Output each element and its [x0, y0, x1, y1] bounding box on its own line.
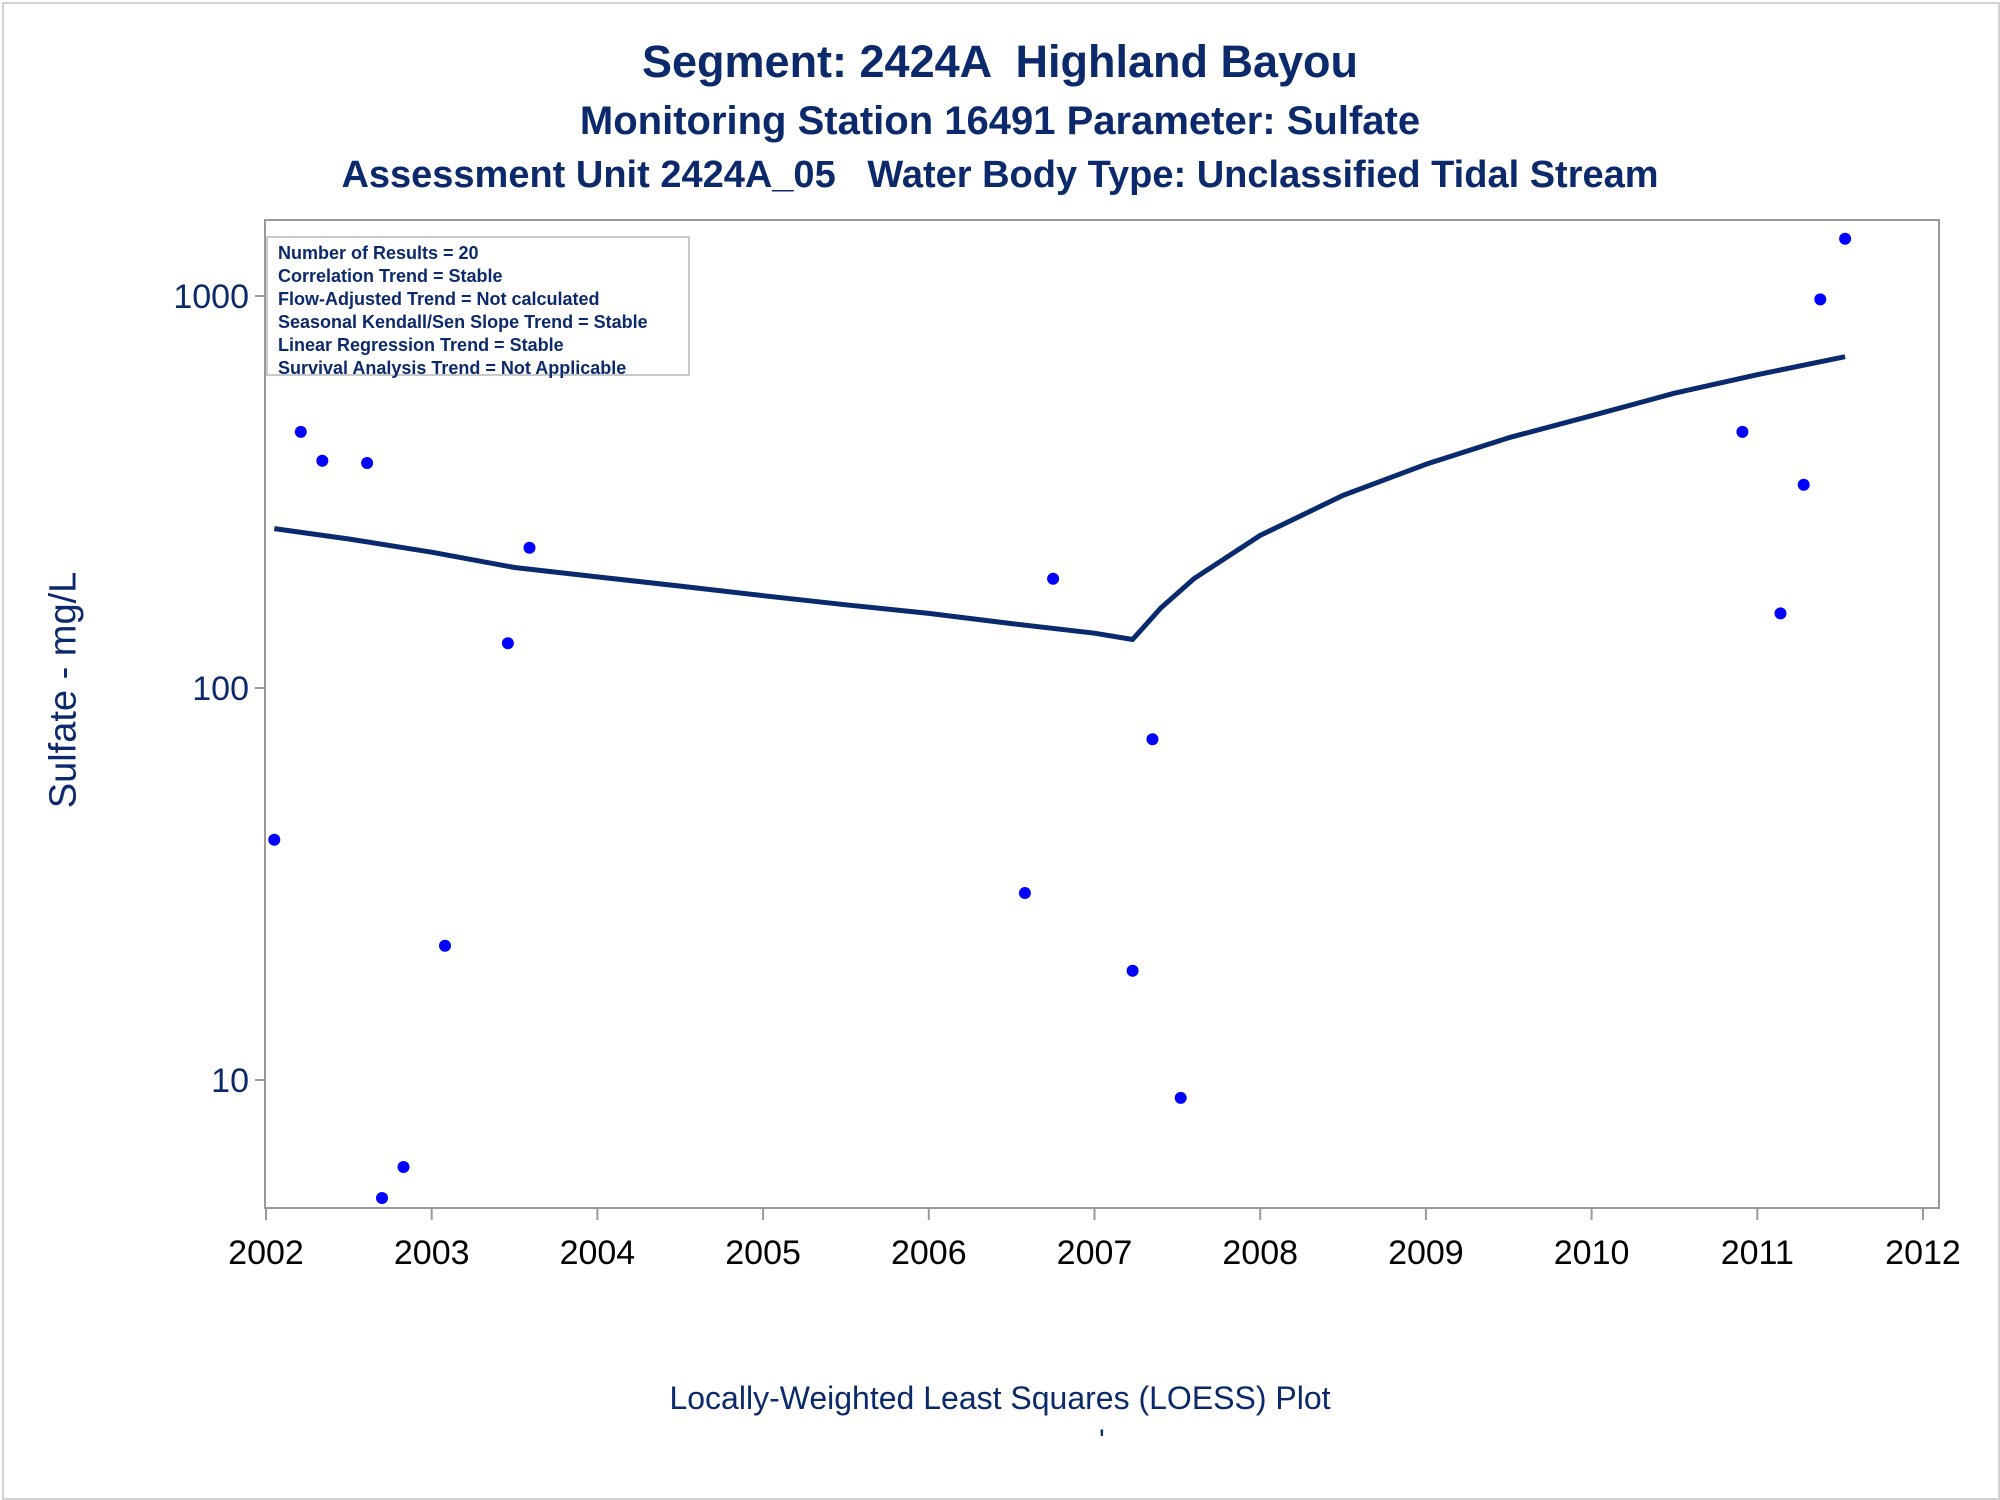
data-point: [294, 425, 307, 438]
data-point: [316, 454, 329, 467]
x-tick-label: 2009: [1388, 1234, 1464, 1272]
data-point: [1774, 607, 1787, 620]
x-tick-label: 2008: [1222, 1234, 1298, 1272]
stats-correlation: Correlation Trend = Stable: [278, 266, 503, 286]
x-tick-label: 2003: [394, 1234, 470, 1272]
footer-mark: ': [1099, 1424, 1105, 1457]
data-point: [501, 637, 514, 650]
chart-subtitle: Monitoring Station 16491 Parameter: Sulf…: [579, 99, 1421, 143]
stats-survival: Survival Analysis Trend = Not Applicable: [278, 358, 627, 378]
x-tick-label: 2011: [1721, 1234, 1794, 1272]
data-point: [1797, 478, 1810, 491]
data-point: [1174, 1091, 1187, 1104]
stats-flow-adjusted: Flow-Adjusted Trend = Not calculated: [278, 289, 600, 309]
stats-linear-regression: Linear Regression Trend = Stable: [278, 335, 564, 355]
data-point: [268, 833, 281, 846]
stats-results: Number of Results = 20: [278, 243, 479, 263]
x-tick-label: 2004: [560, 1234, 636, 1272]
data-point: [1736, 425, 1749, 438]
y-axis: 10 100 1000: [173, 278, 265, 1100]
x-tick-label: 2002: [228, 1234, 304, 1272]
data-point: [523, 541, 536, 554]
plot-area: [264, 219, 1940, 1209]
data-point: [1839, 232, 1852, 245]
data-point: [1814, 293, 1827, 306]
y-axis-label: Sulfate - mg/L: [42, 571, 85, 809]
data-point: [1047, 572, 1060, 585]
chart-title: Segment: 2424A Highland Bayou: [642, 36, 1358, 87]
x-tick-label: 2012: [1885, 1234, 1961, 1272]
points-group: [268, 232, 1852, 1204]
data-point: [361, 457, 374, 469]
y-tick-label: 100: [192, 670, 249, 708]
y-tick-label: 1000: [173, 278, 249, 316]
stats-box: Number of Results = 20 Correlation Trend…: [266, 236, 690, 378]
x-axis: 2002 2003 2004 2005 2006 2007 2008 2009 2010 2011…: [228, 1208, 1961, 1272]
data-point: [1146, 733, 1159, 746]
x-tick-label: 2007: [1057, 1234, 1133, 1272]
data-point: [1126, 964, 1139, 977]
data-point: [397, 1161, 410, 1173]
loess-line: [273, 354, 1846, 642]
data-point: [439, 939, 451, 952]
stats-seasonal-kendall: Seasonal Kendall/Sen Slope Trend = Stabl…: [278, 312, 648, 332]
data-point: [376, 1192, 388, 1204]
x-tick-label: 2005: [725, 1234, 801, 1272]
y-tick-label: 10: [211, 1062, 249, 1100]
data-point: [1018, 887, 1031, 899]
chart-subtitle-2: Assessment Unit 2424A_05 Water Body Type…: [341, 154, 1659, 196]
loess-line-group: [273, 354, 1846, 642]
x-tick-label: 2006: [891, 1234, 967, 1272]
x-axis-label: Locally-Weighted Least Squares (LOESS) P…: [669, 1380, 1331, 1416]
x-tick-label: 2010: [1554, 1234, 1630, 1272]
